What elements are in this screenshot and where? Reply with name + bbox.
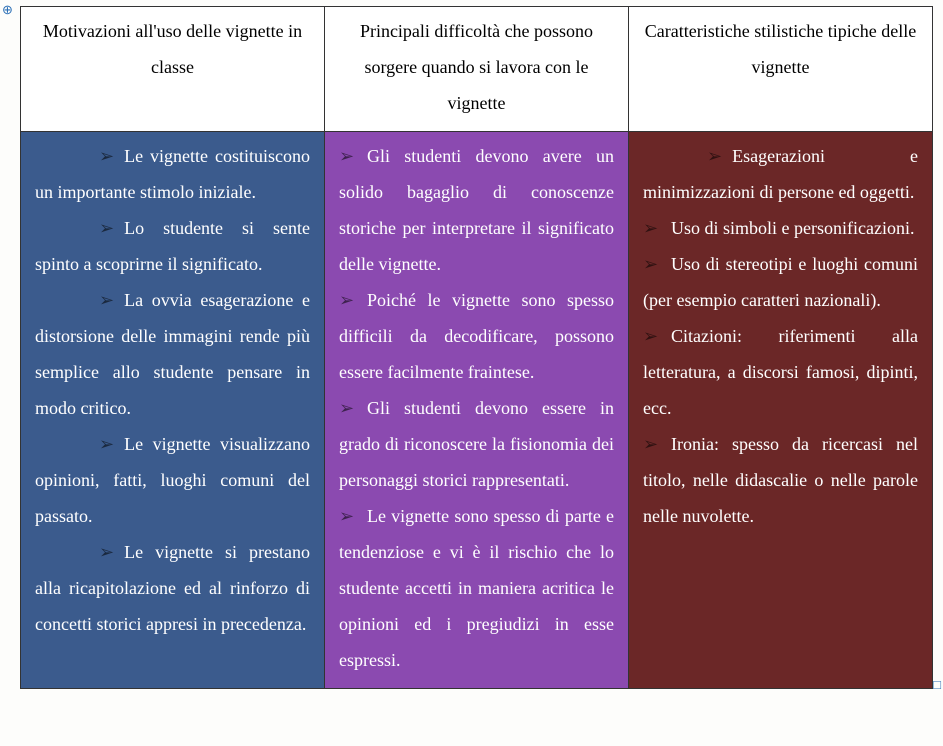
- vignette-table: Motivazioni all'uso delle vignette in cl…: [20, 6, 933, 689]
- bullet-icon: ➢: [339, 390, 357, 426]
- header-col-c: Caratteristiche stilistiche tipiche dell…: [629, 7, 933, 132]
- list-item-text: Ironia: spesso da ricercasi nel titolo, …: [643, 434, 918, 526]
- list-item: ➢Gli studenti devono essere in grado di …: [339, 390, 614, 498]
- list-item: ➢Lo studente si sente spinto a scoprirne…: [35, 210, 310, 282]
- cell-col-a: ➢Le vignette costituiscono un importante…: [21, 132, 325, 689]
- list-item: ➢Esagerazioni e minimizzazioni di person…: [643, 138, 918, 210]
- list-item-text: Citazioni: riferimenti alla letteratura,…: [643, 326, 918, 418]
- cell-col-b: ➢Gli studenti devono avere un solido bag…: [325, 132, 629, 689]
- list-item-text: Uso di stereotipi e luoghi comuni (per e…: [643, 254, 918, 310]
- list-item: ➢La ovvia esagerazione e distorsione del…: [35, 282, 310, 426]
- list-item: ➢Poiché le vignette sono spesso difficil…: [339, 282, 614, 390]
- table-anchor-bottom-right: □: [933, 677, 941, 693]
- list-item: ➢Citazioni: riferimenti alla letteratura…: [643, 318, 918, 426]
- list-item-text: Uso di simboli e personificazioni.: [671, 218, 914, 238]
- list-item: ➢ Uso di simboli e personificazioni.: [643, 210, 918, 246]
- table-anchor-top-left: ⊕: [2, 2, 13, 18]
- list-item: ➢Le vignette visualizzano opinioni, fatt…: [35, 426, 310, 534]
- list-item-text: Poiché le vignette sono spesso difficili…: [339, 290, 614, 382]
- bullet-icon: ➢: [643, 318, 661, 354]
- list-item: ➢Gli studenti devono avere un solido bag…: [339, 138, 614, 282]
- list-item: ➢Le vignette si prestano alla ricapitola…: [35, 534, 310, 642]
- header-col-a: Motivazioni all'uso delle vignette in cl…: [21, 7, 325, 132]
- cell-col-c: ➢Esagerazioni e minimizzazioni di person…: [629, 132, 933, 689]
- bullet-icon: ➢: [67, 210, 114, 246]
- bullet-icon: ➢: [643, 246, 661, 282]
- table-body-row: ➢Le vignette costituiscono un importante…: [21, 132, 933, 689]
- list-item: ➢Ironia: spesso da ricercasi nel titolo,…: [643, 426, 918, 534]
- list-item-text: Gli studenti devono avere un solido baga…: [339, 146, 614, 274]
- list-item: ➢Le vignette sono spesso di parte e tend…: [339, 498, 614, 678]
- bullet-icon: ➢: [339, 138, 357, 174]
- list-item-text: Le vignette sono spesso di parte e tende…: [339, 506, 614, 670]
- bullet-icon: ➢: [67, 534, 114, 570]
- bullet-icon: ➢: [675, 138, 722, 174]
- bullet-icon: ➢: [339, 282, 357, 318]
- list-col-c: ➢Esagerazioni e minimizzazioni di person…: [643, 138, 918, 534]
- list-item-text: Gli studenti devono essere in grado di r…: [339, 398, 614, 490]
- list-col-b: ➢Gli studenti devono avere un solido bag…: [339, 138, 614, 678]
- header-col-b: Principali difficoltà che possono sorger…: [325, 7, 629, 132]
- bullet-icon: ➢: [643, 210, 661, 246]
- list-item: ➢Le vignette costituiscono un importante…: [35, 138, 310, 210]
- table-header-row: Motivazioni all'uso delle vignette in cl…: [21, 7, 933, 132]
- page-container: ⊕ Motivazioni all'uso delle vignette in …: [0, 0, 943, 695]
- bullet-icon: ➢: [67, 282, 114, 318]
- bullet-icon: ➢: [67, 138, 114, 174]
- bullet-icon: ➢: [67, 426, 114, 462]
- bullet-icon: ➢: [643, 426, 661, 462]
- list-item: ➢Uso di stereotipi e luoghi comuni (per …: [643, 246, 918, 318]
- list-col-a: ➢Le vignette costituiscono un importante…: [35, 138, 310, 642]
- bullet-icon: ➢: [339, 498, 357, 534]
